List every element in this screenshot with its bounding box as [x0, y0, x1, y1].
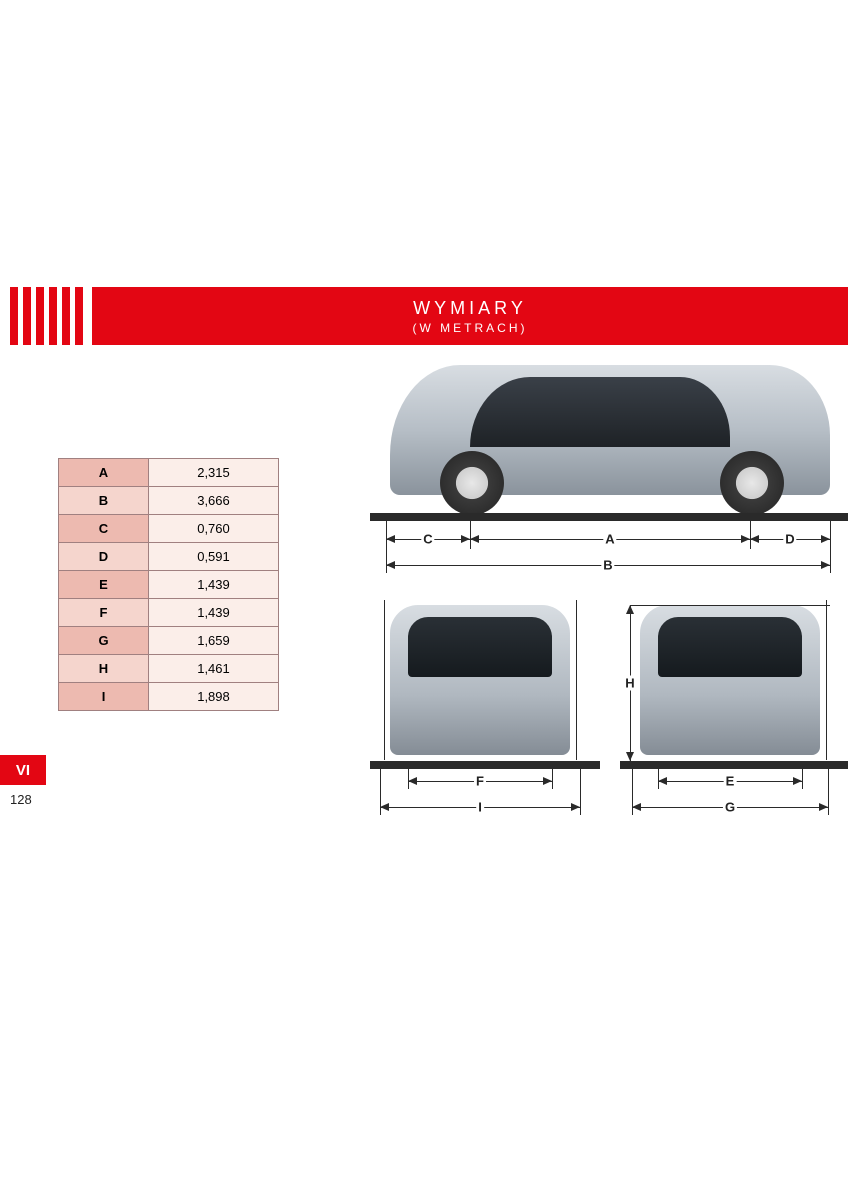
dim-letter: F [59, 599, 149, 627]
stripe [23, 287, 31, 345]
stripe [49, 287, 57, 345]
table-row: D0,591 [59, 543, 279, 571]
dim-tick [580, 761, 581, 815]
page-subtitle: (W METRACH) [413, 321, 528, 335]
dimensions-table: A2,315B3,666C0,760D0,591E1,439F1,439G1,6… [58, 458, 279, 711]
dim-tick [802, 761, 803, 789]
car-front-view [390, 605, 570, 755]
stripe [10, 287, 18, 345]
dim-letter: C [59, 515, 149, 543]
table-row: A2,315 [59, 459, 279, 487]
dim-value: 1,439 [149, 599, 279, 627]
ground-line [370, 513, 848, 521]
dim-label-d: D [783, 532, 796, 547]
dim-label-c: C [421, 532, 434, 547]
table-row: E1,439 [59, 571, 279, 599]
table-row: I1,898 [59, 683, 279, 711]
dim-label-h: H [623, 676, 636, 691]
dim-tick [826, 600, 827, 760]
chapter-label: VI [16, 762, 30, 779]
table-row: C0,760 [59, 515, 279, 543]
dim-tick [576, 600, 577, 760]
dim-letter: D [59, 543, 149, 571]
dim-value: 1,461 [149, 655, 279, 683]
dimension-diagram: C A D B F I H E G [370, 365, 848, 805]
table-row: H1,461 [59, 655, 279, 683]
dim-value: 1,898 [149, 683, 279, 711]
dim-tick [750, 513, 751, 549]
dim-tick [630, 605, 830, 606]
ground-line [370, 761, 600, 769]
header-band: WYMIARY (W METRACH) [0, 287, 848, 345]
dim-value: 1,439 [149, 571, 279, 599]
dim-tick [552, 761, 553, 789]
header-stripes [10, 287, 83, 345]
dim-tick [470, 513, 471, 549]
dim-letter: H [59, 655, 149, 683]
stripe [75, 287, 83, 345]
chapter-tab: VI [0, 755, 46, 785]
dim-label-g: G [723, 800, 737, 815]
dim-letter: E [59, 571, 149, 599]
dim-letter: I [59, 683, 149, 711]
title-bar: WYMIARY (W METRACH) [92, 287, 848, 345]
dim-value: 0,591 [149, 543, 279, 571]
dim-label-a: A [603, 532, 616, 547]
dim-tick [830, 513, 831, 573]
ground-line [620, 761, 848, 769]
dim-letter: G [59, 627, 149, 655]
wheel-icon [720, 451, 784, 515]
stripe [36, 287, 44, 345]
table-row: B3,666 [59, 487, 279, 515]
car-side-view [390, 365, 830, 495]
dim-letter: A [59, 459, 149, 487]
car-rear-view [640, 605, 820, 755]
table-row: F1,439 [59, 599, 279, 627]
dim-value: 2,315 [149, 459, 279, 487]
dim-label-i: I [476, 800, 484, 815]
wheel-icon [440, 451, 504, 515]
dim-value: 0,760 [149, 515, 279, 543]
dim-label-f: F [474, 774, 486, 789]
dim-tick [384, 600, 385, 760]
dim-label-e: E [724, 774, 737, 789]
dim-label-b: B [601, 558, 614, 573]
stripe [62, 287, 70, 345]
page-number: 128 [10, 792, 32, 807]
dim-value: 1,659 [149, 627, 279, 655]
dim-value: 3,666 [149, 487, 279, 515]
table-row: G1,659 [59, 627, 279, 655]
dim-letter: B [59, 487, 149, 515]
dim-tick [828, 761, 829, 815]
page-title: WYMIARY [413, 298, 527, 319]
